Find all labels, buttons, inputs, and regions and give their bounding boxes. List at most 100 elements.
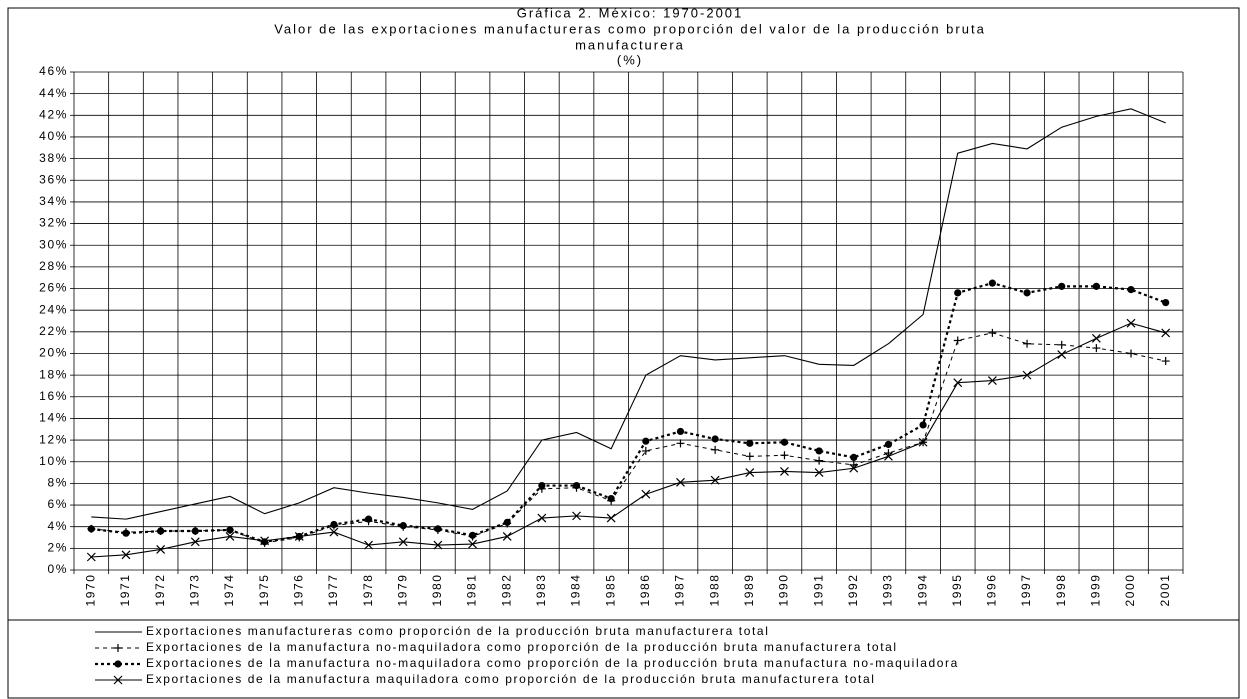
point-marker [225,532,235,541]
x-tick-label: 1989 [742,573,756,606]
y-tick-label: 2% [47,541,68,555]
x-tick-label: 1972 [153,573,167,606]
point-marker [883,451,893,461]
x-tick-label: 1982 [499,573,513,606]
point-marker [398,537,408,547]
point-marker [1057,340,1066,349]
point-marker [780,467,789,476]
point-marker [606,513,616,523]
series-line [91,322,1166,558]
point-marker [641,446,650,455]
x-tick-label: 1977 [326,573,340,606]
y-tick-label: 22% [39,324,68,338]
point-marker [468,539,477,549]
point-marker [1023,339,1032,348]
point-marker [953,378,963,388]
y-tick-label: 4% [47,519,68,533]
point-marker [537,513,547,523]
point-marker [226,526,234,534]
legend-label: Exportaciones de la manufactura no-maqui… [146,640,898,654]
point-marker [1092,344,1101,353]
x-tick-label: 1994 [915,573,929,606]
y-tick-label: 24% [39,302,68,316]
point-marker [814,468,824,477]
y-tick-label: 6% [47,497,68,511]
point-marker [1057,350,1067,359]
legend-label: Exportaciones de la manufactura no-maqui… [146,656,959,670]
point-marker [919,421,927,429]
point-marker [1127,286,1135,294]
point-marker [710,475,720,485]
point-marker [711,445,720,454]
point-marker [953,336,962,345]
point-marker [364,540,374,550]
point-marker [330,520,338,529]
y-tick-label: 32% [39,216,68,230]
point-marker [988,279,996,287]
point-marker [1092,282,1100,290]
y-tick-label: 20% [39,346,68,360]
legend-label: Exportaciones manufactureras como propor… [146,624,769,638]
point-marker [641,489,651,499]
point-marker [780,451,789,460]
x-tick-label: 2000 [1123,573,1137,606]
x-tick-label: 1990 [777,573,791,606]
y-tick-label: 18% [39,367,68,381]
point-marker [884,440,893,449]
point-marker [850,453,858,462]
point-marker [745,468,755,477]
point-marker [157,527,165,535]
x-tick-label: 1999 [1089,573,1103,606]
y-tick-label: 38% [39,151,68,165]
point-marker [988,328,997,337]
point-marker [294,532,304,541]
chart-title: Gráfica 2. México: 1970-2001 [517,5,744,20]
y-tick-label: 42% [39,107,68,121]
point-marker [1162,298,1170,307]
point-marker [780,438,789,446]
chart-subtitle: manufacturera [575,37,685,52]
y-tick-label: 36% [39,172,68,186]
y-tick-label: 30% [39,237,68,251]
point-marker [538,481,546,490]
point-marker [954,289,962,297]
point-marker [745,452,754,461]
point-marker [1022,370,1032,380]
point-marker [399,522,407,530]
chart-frame [7,7,1240,621]
point-marker [190,537,200,547]
x-tick-label: 1986 [638,573,652,606]
x-tick-label: 1970 [84,573,98,606]
point-marker [676,477,685,487]
point-marker [849,463,859,473]
point-marker [1161,357,1170,366]
legend-label: Exportaciones de la manufactura maquilad… [146,672,876,686]
point-marker [87,525,95,533]
x-tick-label: 1975 [257,573,271,606]
chart-subtitle: Valor de las exportaciones manufacturera… [274,21,986,36]
point-marker [1091,333,1101,343]
series-line [91,108,1166,520]
y-tick-label: 26% [39,281,68,295]
point-marker [329,527,339,537]
x-tick-label: 1998 [1054,573,1068,606]
point-marker [86,552,96,562]
point-marker [815,456,824,465]
point-marker [987,376,997,385]
x-tick-label: 1997 [1019,573,1033,606]
point-marker [711,435,719,443]
series-line [91,281,1167,543]
x-tick-label: 1984 [569,573,583,606]
x-tick-label: 1979 [395,573,409,606]
x-tick-label: 1976 [291,573,305,606]
legend-frame [7,619,1240,699]
point-marker [503,518,511,526]
point-marker [434,525,442,533]
y-tick-label: 44% [39,86,68,100]
x-tick-label: 1992 [846,573,860,606]
x-tick-label: 1991 [811,573,825,606]
point-marker [433,540,443,550]
point-marker [1058,282,1066,290]
x-tick-label: 1987 [673,573,687,606]
point-marker [642,437,650,445]
